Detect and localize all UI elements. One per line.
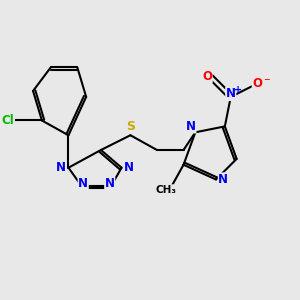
- Text: N: N: [78, 177, 88, 190]
- Text: N: N: [105, 177, 115, 190]
- Text: S: S: [126, 120, 135, 133]
- Text: O: O: [202, 70, 212, 83]
- Text: N: N: [218, 173, 228, 186]
- Text: N: N: [56, 161, 66, 174]
- Text: O: O: [252, 77, 262, 90]
- Text: N: N: [124, 161, 134, 174]
- Text: N: N: [186, 120, 196, 133]
- Text: +: +: [234, 85, 242, 94]
- Text: ⁻: ⁻: [263, 76, 269, 88]
- Text: Cl: Cl: [2, 114, 14, 127]
- Text: CH₃: CH₃: [155, 185, 176, 195]
- Text: N: N: [226, 87, 236, 101]
